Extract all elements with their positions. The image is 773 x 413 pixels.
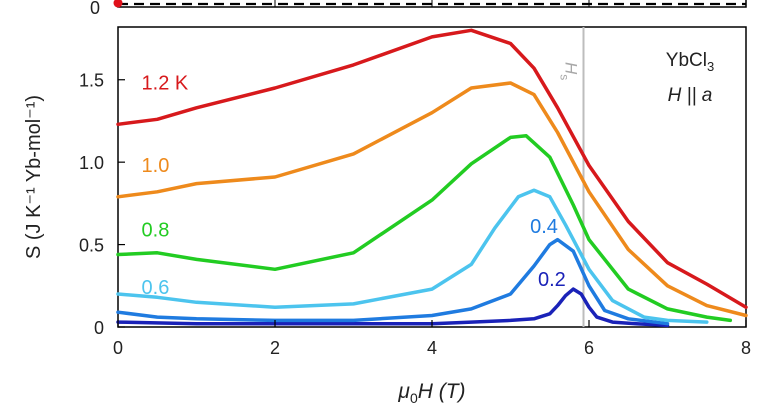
series-line (116, 134, 733, 323)
y-axis-label: S (J K⁻¹ Yb-mol⁻¹) (23, 95, 45, 259)
series-label: 0.6 (142, 277, 170, 299)
plot-frame (117, 26, 747, 328)
x-tick-label: 4 (427, 338, 437, 358)
series-line (116, 237, 670, 326)
critical-field-label: Hs (558, 62, 581, 80)
x-axis-ticks: 0 2 4 6 8 (113, 320, 751, 358)
series-label: 1.2 K (142, 73, 189, 95)
series-label: 1.0 (142, 155, 170, 177)
series-label: 0.8 (142, 219, 170, 241)
y-tick-label: 0 (94, 318, 104, 338)
x-tick-label: 0 (113, 338, 123, 358)
x-axis-label: μ0H (T) (397, 380, 465, 406)
series-layer (116, 28, 748, 328)
top-panel: 0 (90, 0, 747, 18)
field-direction-annotation: H || a (668, 85, 713, 106)
series-line (116, 287, 670, 328)
series-labels: 1.2 K 1.0 0.8 0.6 0.4 0.2 (142, 73, 566, 299)
x-tick-label: 2 (270, 338, 280, 358)
x-tick-label: 8 (741, 338, 751, 358)
material-annotation: YbCl3 (666, 50, 714, 74)
series-line (116, 188, 709, 324)
y-tick-label: 1.5 (79, 71, 104, 91)
series-label: 0.2 (538, 269, 566, 291)
y-axis-ticks: 0 0.5 1.0 1.5 (79, 71, 125, 338)
top-panel-tick-label: 0 (90, 0, 100, 18)
x-tick-label: 6 (584, 338, 594, 358)
series-label: 0.4 (530, 216, 558, 238)
top-panel-red-dot (113, 0, 123, 8)
series-line (116, 81, 748, 318)
y-tick-label: 1.0 (79, 153, 104, 173)
y-tick-label: 0.5 (79, 236, 104, 256)
series-line (116, 28, 748, 309)
